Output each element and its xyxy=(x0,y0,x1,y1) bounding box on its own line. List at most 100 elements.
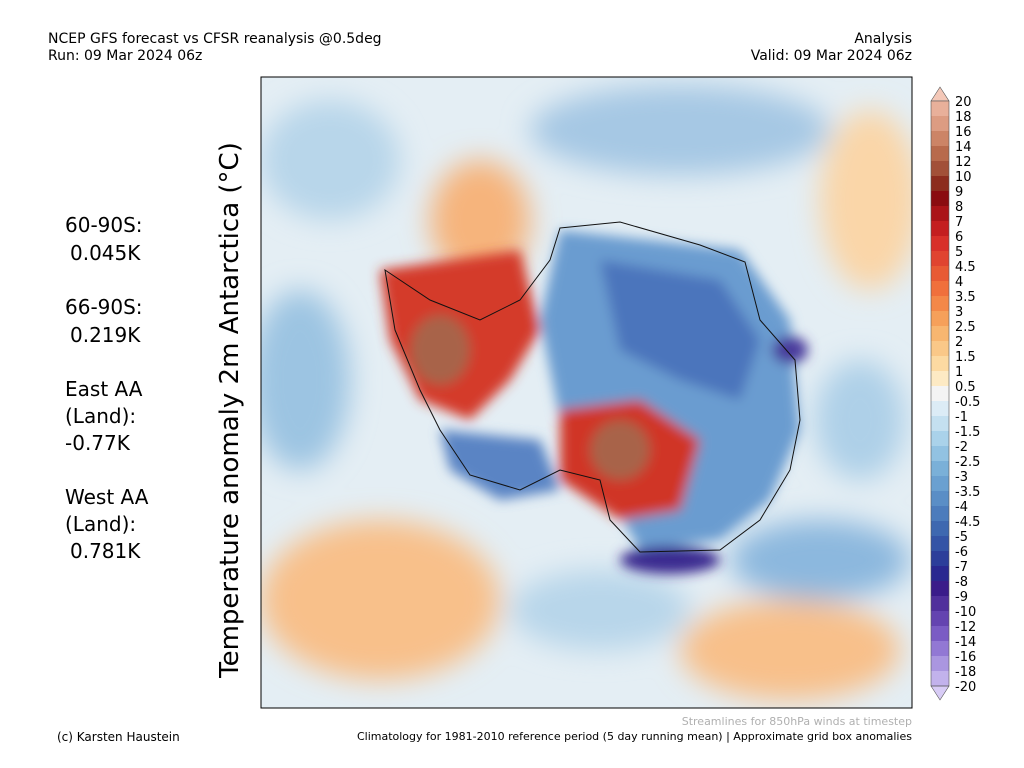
colorbar-label: -3 xyxy=(955,470,968,485)
colorbar-label: 18 xyxy=(955,110,972,125)
colorbar-swatch xyxy=(931,446,949,461)
colorbar-swatch xyxy=(931,356,949,371)
colorbar-swatch xyxy=(931,311,949,326)
colorbar-label: -4.5 xyxy=(955,515,980,530)
colorbar-label: -5 xyxy=(955,530,968,545)
map xyxy=(261,77,912,708)
colorbar-label: -4 xyxy=(955,500,968,515)
colorbar-label: 9 xyxy=(955,185,963,200)
colorbar-label: 3 xyxy=(955,305,963,320)
stat-text: -0.77K xyxy=(65,431,130,455)
stat-text: East AA xyxy=(65,377,143,401)
colorbar-label: 20 xyxy=(955,95,972,110)
colorbar-arrow xyxy=(930,685,950,701)
colorbar-swatch xyxy=(931,116,949,131)
colorbar-label: 10 xyxy=(955,170,972,185)
colorbar-label: 12 xyxy=(955,155,972,170)
colorbar-frame xyxy=(930,100,950,687)
stat-text: (Land): xyxy=(65,404,137,428)
colorbar-label: -18 xyxy=(955,665,976,680)
colorbar-label: 4.5 xyxy=(955,260,976,275)
colorbar-swatch xyxy=(931,131,949,146)
stat-text: (Land): xyxy=(65,512,137,536)
colorbar-swatch xyxy=(931,626,949,641)
credit: (c) Karsten Haustein xyxy=(57,730,180,744)
colorbar-swatch xyxy=(931,206,949,221)
climatology-note: Climatology for 1981-2010 reference peri… xyxy=(356,730,912,743)
stat-text: 66-90S: xyxy=(65,295,143,319)
colorbar-label: 7 xyxy=(955,215,963,230)
axis-label: Temperature anomaly 2m Antarctica (°C) xyxy=(215,142,245,679)
colorbar-label: 0.5 xyxy=(955,380,976,395)
colorbar-swatch xyxy=(931,566,949,581)
stat-text: 0.781K xyxy=(70,539,141,563)
stat-text: West AA xyxy=(65,485,149,509)
colorbar-swatch xyxy=(931,146,949,161)
colorbar-swatch xyxy=(931,641,949,656)
colorbar-label: -16 xyxy=(955,650,976,665)
colorbar-label: -14 xyxy=(955,635,976,650)
colorbar-swatch xyxy=(931,266,949,281)
colorbar-swatch xyxy=(931,476,949,491)
colorbar-swatch xyxy=(931,416,949,431)
colorbar-label: 1 xyxy=(955,365,963,380)
colorbar-label: -1.5 xyxy=(955,425,980,440)
colorbar-swatch xyxy=(931,341,949,356)
colorbar-swatch xyxy=(931,656,949,671)
colorbar-swatch xyxy=(931,326,949,341)
colorbar-label: -10 xyxy=(955,605,976,620)
colorbar-label: 4 xyxy=(955,275,963,290)
colorbar-label: 6 xyxy=(955,230,963,245)
colorbar-swatch xyxy=(931,191,949,206)
colorbar-swatch xyxy=(931,296,949,311)
colorbar-swatch xyxy=(931,551,949,566)
colorbar-label: -6 xyxy=(955,545,968,560)
map-frame xyxy=(260,76,913,709)
stat-text: 0.219K xyxy=(70,323,141,347)
colorbar-label: -8 xyxy=(955,575,968,590)
colorbar-swatch xyxy=(931,401,949,416)
colorbar-label: -3.5 xyxy=(955,485,980,500)
colorbar-swatch xyxy=(931,491,949,506)
colorbar-swatch xyxy=(931,281,949,296)
colorbar-label: 2.5 xyxy=(955,320,976,335)
title: NCEP GFS forecast vs CFSR reanalysis @0.… xyxy=(48,31,382,47)
colorbar-label: 14 xyxy=(955,140,972,155)
streamlines-note: Streamlines for 850hPa winds at timestep xyxy=(681,715,912,728)
colorbar-label: -2 xyxy=(955,440,968,455)
colorbar-swatch xyxy=(931,161,949,176)
colorbar-swatch xyxy=(931,596,949,611)
colorbar-swatch xyxy=(931,221,949,236)
colorbar-swatch xyxy=(931,506,949,521)
colorbar-swatch xyxy=(931,386,949,401)
colorbar-swatch xyxy=(931,461,949,476)
colorbar-swatch xyxy=(931,371,949,386)
colorbar-label: 8 xyxy=(955,200,963,215)
colorbar-label: -0.5 xyxy=(955,395,980,410)
colorbar-label: 5 xyxy=(955,245,963,260)
stat-text: 0.045K xyxy=(70,241,141,265)
colorbar-swatch xyxy=(931,671,949,686)
colorbar-label: -12 xyxy=(955,620,976,635)
kind: Analysis xyxy=(854,31,912,47)
colorbar-swatch xyxy=(931,536,949,551)
stat-text: 60-90S: xyxy=(65,213,143,237)
colorbar-swatch xyxy=(931,236,949,251)
colorbar-label: 1.5 xyxy=(955,350,976,365)
colorbar-label: -2.5 xyxy=(955,455,980,470)
colorbar-swatch xyxy=(931,101,949,116)
colorbar-label: 16 xyxy=(955,125,972,140)
colorbar-swatch xyxy=(931,521,949,536)
colorbar-swatch xyxy=(931,251,949,266)
colorbar-swatch xyxy=(931,581,949,596)
colorbar: 201816141210987654.543.532.521.510.5-0.5… xyxy=(930,86,980,701)
colorbar-label: -1 xyxy=(955,410,968,425)
colorbar-label: 2 xyxy=(955,335,963,350)
colorbar-label: -20 xyxy=(955,680,976,695)
colorbar-arrow xyxy=(930,86,950,102)
colorbar-label: 3.5 xyxy=(955,290,976,305)
colorbar-swatch xyxy=(931,431,949,446)
colorbar-label: -7 xyxy=(955,560,968,575)
